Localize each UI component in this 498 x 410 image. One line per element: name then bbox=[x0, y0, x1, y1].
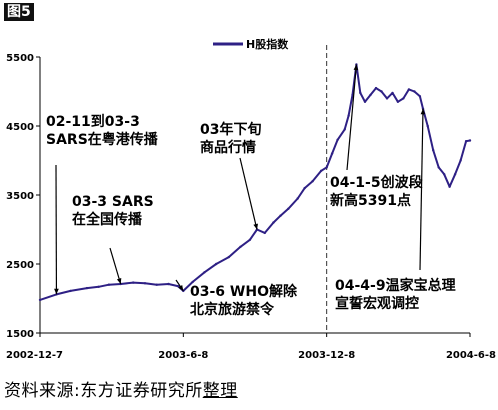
data-point-8 bbox=[143, 282, 147, 285]
annotation-3-line-2: 商品行情 bbox=[200, 139, 256, 156]
data-point-52 bbox=[448, 185, 451, 188]
data-point-42 bbox=[396, 100, 400, 104]
annotation-4-line-1: 03-6 WHO解除 bbox=[190, 283, 298, 300]
data-point-45 bbox=[413, 90, 416, 93]
x-tick-label-3: 2003-12-8 bbox=[298, 350, 355, 361]
data-point-35 bbox=[359, 91, 362, 95]
y-tick-label-4500: 4500 bbox=[6, 122, 34, 133]
y-tick-label-1500: 1500 bbox=[6, 329, 34, 340]
data-point-51 bbox=[443, 173, 446, 176]
annotation-6-line-2: 宣誓宏观调控 bbox=[335, 295, 419, 312]
annotation-2-line-2: 在全国传播 bbox=[72, 211, 143, 228]
data-point-26 bbox=[311, 180, 314, 183]
data-point-48 bbox=[426, 124, 429, 128]
annotation-6-arrowhead bbox=[420, 108, 426, 115]
annotation-3-arrowhead bbox=[253, 223, 258, 230]
data-point-29 bbox=[330, 152, 334, 155]
data-point-32 bbox=[347, 114, 350, 117]
annotation-4-arrowhead bbox=[178, 285, 184, 291]
data-point-9 bbox=[155, 283, 158, 286]
data-point-10 bbox=[167, 282, 170, 286]
data-point-2 bbox=[69, 289, 72, 293]
data-point-56 bbox=[468, 139, 472, 142]
data-point-20 bbox=[263, 231, 266, 235]
legend: H股指数 bbox=[213, 37, 289, 51]
data-point-28 bbox=[325, 166, 328, 169]
annotation-2-arrow bbox=[109, 247, 122, 285]
y-tick-label-3500: 3500 bbox=[6, 191, 34, 202]
data-point-37 bbox=[369, 93, 372, 97]
data-point-49 bbox=[432, 149, 435, 152]
x-tick-label-2: 2003-6-8 bbox=[158, 350, 208, 361]
data-point-46 bbox=[418, 95, 422, 98]
y-tick-label-2500: 2500 bbox=[6, 260, 34, 271]
data-point-22 bbox=[279, 214, 282, 217]
annotation-6-line-1: 04-4-9温家宝总理 bbox=[335, 277, 456, 294]
data-point-5 bbox=[107, 283, 111, 286]
data-point-55 bbox=[464, 140, 468, 143]
data-point-4 bbox=[97, 285, 100, 288]
annotation-4-line-2: 北京旅游禁令 bbox=[190, 301, 275, 318]
annotation-1-arrowhead bbox=[54, 288, 59, 295]
data-point-39 bbox=[380, 90, 383, 93]
data-point-16 bbox=[227, 255, 230, 259]
source-note: 资料来源:东方证券研究所整理 bbox=[4, 376, 238, 401]
source-term: 整理 bbox=[202, 381, 238, 401]
figure-label: 图5 bbox=[4, 3, 34, 21]
data-point-0 bbox=[38, 298, 42, 302]
data-point-27 bbox=[320, 169, 323, 172]
data-point-18 bbox=[248, 238, 252, 241]
annotation-5-arrowhead bbox=[353, 64, 359, 71]
data-point-41 bbox=[391, 91, 394, 95]
hshare-index-chart: 1500 2500 3500 4500 5500 2002-12-7 2003-6-8 200… bbox=[6, 37, 496, 361]
data-point-14 bbox=[203, 271, 206, 274]
annotation-1-line-1: 02-11到03-3 bbox=[46, 114, 140, 130]
axes: 1500 2500 3500 4500 5500 2002-12-7 2003-6-8 200… bbox=[6, 53, 496, 361]
data-point-7 bbox=[132, 281, 135, 284]
data-point-11 bbox=[176, 284, 180, 288]
annotation-5-line-2: 新高5391点 bbox=[330, 192, 411, 209]
annotation-6-arrow bbox=[419, 108, 424, 271]
data-point-50 bbox=[437, 166, 440, 169]
data-point-43 bbox=[402, 97, 405, 100]
data-point-31 bbox=[343, 128, 346, 131]
annotation-5-arrow bbox=[346, 64, 358, 171]
data-point-30 bbox=[336, 138, 339, 141]
x-tick-label-1: 2002-12-7 bbox=[6, 350, 63, 361]
data-point-36 bbox=[363, 100, 367, 104]
data-point-21 bbox=[272, 221, 275, 224]
annotation-5-line-1: 04-1-5创波段 bbox=[330, 174, 423, 191]
annotation-3-arrow bbox=[239, 157, 258, 230]
annotation-3-line-1: 03年下旬 bbox=[200, 121, 261, 138]
data-point-3 bbox=[85, 286, 89, 290]
source-prefix: 资料来源:东方证券研究所 bbox=[4, 381, 203, 401]
data-point-17 bbox=[239, 245, 242, 248]
data-point-53 bbox=[453, 173, 457, 176]
data-point-38 bbox=[374, 86, 378, 90]
data-point-24 bbox=[296, 197, 299, 200]
data-point-13 bbox=[191, 280, 194, 284]
y-tick-label-5500: 5500 bbox=[6, 53, 34, 64]
annotation-2-line-1: 03-3 SARS bbox=[72, 194, 154, 210]
annotation-1-line-2: SARS在粤港传播 bbox=[46, 131, 159, 148]
x-tick-label-4: 2004-6-8 bbox=[446, 350, 496, 361]
data-point-40 bbox=[385, 97, 389, 100]
data-point-15 bbox=[215, 262, 218, 266]
data-point-54 bbox=[459, 159, 462, 162]
annotation-2-arrowhead bbox=[116, 278, 122, 284]
data-point-25 bbox=[303, 186, 306, 190]
data-point-23 bbox=[287, 207, 290, 210]
data-point-44 bbox=[407, 88, 411, 91]
legend-label: H股指数 bbox=[246, 37, 289, 51]
